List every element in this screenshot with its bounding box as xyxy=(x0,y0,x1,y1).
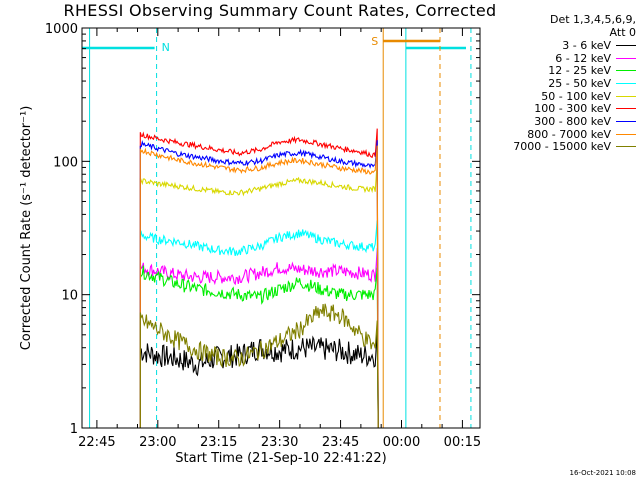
legend-label: 800 - 7000 keV xyxy=(527,127,611,141)
y-axis-label: Corrected Count Rate (s⁻¹ detector⁻¹) xyxy=(19,106,34,351)
legend-label: 100 - 300 keV xyxy=(534,102,611,116)
legend-label: 3 - 6 keV xyxy=(562,38,611,52)
legend-swatch xyxy=(616,57,636,59)
legend-entry: 12 - 25 keV xyxy=(484,64,636,77)
series-layer xyxy=(139,128,379,429)
y-tick-label: 1 xyxy=(70,422,78,437)
series-line xyxy=(139,303,379,429)
series-line xyxy=(139,140,379,429)
legend-entry: 50 - 100 keV xyxy=(484,90,636,103)
x-tick-label: 00:15 xyxy=(444,435,481,450)
x-tick-label: 23:00 xyxy=(139,435,176,450)
x-tick-label: 23:15 xyxy=(200,435,237,450)
series-line xyxy=(139,145,379,429)
legend-swatch xyxy=(616,44,636,46)
legend-label: 6 - 12 keV xyxy=(555,51,611,65)
legend-entry: 3 - 6 keV xyxy=(484,39,636,52)
legend-swatch xyxy=(616,146,636,148)
series-line xyxy=(139,161,379,429)
night-marker-label: N xyxy=(162,41,170,54)
series-line xyxy=(139,220,379,429)
y-tick-label: 10 xyxy=(61,289,78,304)
x-tick-label: 23:45 xyxy=(322,435,359,450)
y-tick-label: 100 xyxy=(53,155,78,170)
series-line xyxy=(139,247,379,429)
x-axis-label: Start Time (21-Sep-10 22:41:22) xyxy=(175,451,386,466)
y-tick-label: 1000 xyxy=(45,22,78,37)
legend-label: 50 - 100 keV xyxy=(541,89,611,103)
legend-entry: 7000 - 15000 keV xyxy=(484,140,636,154)
legend-swatch xyxy=(616,120,636,122)
x-tick-label: 23:30 xyxy=(261,435,298,450)
plot-area xyxy=(82,28,480,428)
x-tick-label: 22:45 xyxy=(78,435,115,450)
legend: Det 1,3,4,5,6,9, Att 0 3 - 6 keV 6 - 12 k… xyxy=(484,13,636,153)
saa-marker-label: S xyxy=(371,35,378,48)
axes-layer: 1 10 100 1000 Corrected Count Rate (s⁻¹ dete… xyxy=(19,22,481,466)
legend-label: 12 - 25 keV xyxy=(548,64,611,78)
legend-swatch xyxy=(616,133,636,135)
legend-entry: 25 - 50 keV xyxy=(484,77,636,90)
series-line xyxy=(139,128,379,429)
legend-entry: 800 - 7000 keV xyxy=(484,128,636,141)
plot-border xyxy=(81,27,481,429)
render-timestamp: 16-Oct-2021 10:08 xyxy=(569,469,636,477)
legend-entry: 300 - 800 keV xyxy=(484,115,636,128)
legend-label: 25 - 50 keV xyxy=(548,76,611,90)
x-tick-label: 00:00 xyxy=(383,435,420,450)
legend-entry: 100 - 300 keV xyxy=(484,102,636,115)
legend-label: 300 - 800 keV xyxy=(534,114,611,128)
legend-label: 7000 - 15000 keV xyxy=(513,140,611,154)
plot-frame xyxy=(81,27,481,429)
legend-swatch xyxy=(616,82,636,84)
legend-header-detectors: Det 1,3,4,5,6,9, xyxy=(549,13,636,26)
legend-header-attenuator: Att 0 xyxy=(609,26,636,39)
legend-swatch xyxy=(616,108,636,110)
legend-swatch xyxy=(616,95,636,97)
series-line xyxy=(139,328,379,429)
series-line xyxy=(139,265,379,429)
legend-entry: 6 - 12 keV xyxy=(484,52,636,65)
legend-swatch xyxy=(616,70,636,72)
chart-title: RHESSI Observing Summary Count Rates, Co… xyxy=(63,1,497,20)
